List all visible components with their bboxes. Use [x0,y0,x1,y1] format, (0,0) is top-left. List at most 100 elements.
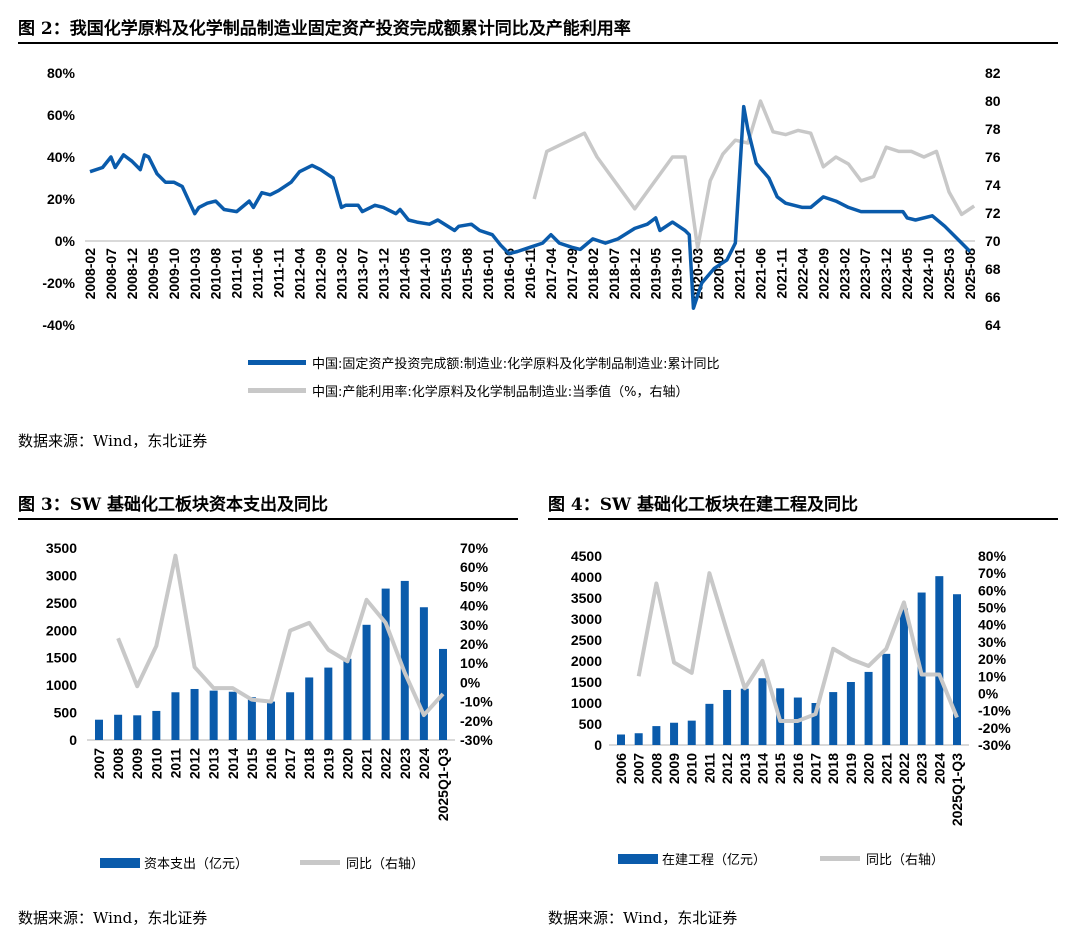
bar [953,594,961,745]
right-axis-tick: 70% [460,540,489,556]
x-axis-tick: 2020 [861,753,877,784]
right-axis-tick: 0% [460,674,481,690]
right-axis-tick: -10% [978,703,1011,719]
x-axis-tick: 2007 [631,753,647,784]
figure-3-title: 图 3：SW 基础化工板块资本支出及同比 [18,495,329,515]
bar [228,691,237,740]
legend-yoy: 同比（右轴） [820,849,944,868]
left-axis-tick: 0% [55,233,76,249]
bar [190,688,199,740]
x-axis-tick: 2024-05 [899,248,915,300]
x-axis-tick: 2010-08 [208,248,224,300]
x-axis-tick: 2022 [896,753,912,784]
yoy-line [636,571,959,723]
x-axis-tick: 2012 [719,753,735,784]
legend-swatch-blue [248,360,306,365]
investment-yoy-line [89,104,972,310]
right-axis-tick: 82 [985,65,1001,81]
x-axis-tick: 2016-01 [480,248,496,300]
right-axis-tick: 70 [985,233,1001,249]
left-axis-tick: -20% [42,275,75,291]
right-axis-tick: 40% [978,617,1007,633]
x-axis-tick: 2014 [754,753,770,784]
right-axis-tick: 10% [460,655,489,671]
bar [758,678,767,745]
x-axis-tick: 2023-02 [836,248,852,300]
right-axis-tick: 40% [460,598,489,614]
bar [670,722,679,745]
x-axis-tick: 2016 [790,753,806,784]
x-axis-tick: 2021 [878,753,894,784]
right-axis-tick: 80% [978,548,1007,564]
right-axis-tick: 30% [460,617,489,633]
x-axis-tick: 2021-11 [773,248,789,299]
bar [286,692,295,740]
title-rule [18,518,518,520]
figure-4-source: 数据来源：Wind，东北证券 [548,909,738,927]
x-axis-tick: 2009-10 [166,248,182,300]
right-axis-tick: 0% [978,685,999,701]
right-axis-tick: 20% [978,651,1007,667]
right-axis-tick: 70% [978,565,1007,581]
x-axis-tick: 2011-01 [229,248,245,299]
bar [740,688,749,745]
x-axis-tick: 2018-07 [606,248,622,300]
right-axis-tick: -10% [460,694,493,710]
capacity-utilization-line [532,99,976,250]
title-rule [18,42,1058,44]
x-axis-tick: 2012 [187,748,203,779]
bar [846,682,855,745]
bar [362,624,371,740]
x-axis-tick: 2019 [320,748,336,779]
right-axis-tick: 80 [985,93,1001,109]
left-axis-tick: 2000 [46,622,77,638]
x-axis-tick: 2012-04 [292,248,308,300]
x-axis-tick: 2018 [301,748,317,779]
x-axis-tick: 2006 [613,753,629,784]
bar [652,726,661,745]
figure-2-title: 图 2：我国化学原料及化学制品制造业固定资产投资完成额累计同比及产能利用率 [18,19,631,39]
left-axis-tick: 3000 [46,567,77,583]
bar [95,719,103,740]
bar [400,580,409,740]
right-axis-tick: 76 [985,149,1001,165]
right-axis-tick: 66 [985,289,1001,305]
right-axis-tick: 50% [460,578,489,594]
x-axis-tick: 2010-03 [187,248,203,300]
right-axis-tick: 60% [460,559,489,575]
bar [705,703,714,745]
left-axis-tick: 1000 [571,695,602,711]
left-axis-tick: 500 [579,716,603,732]
x-axis-tick: 2008-02 [82,248,98,300]
x-axis-tick: 2017-04 [543,248,559,300]
legend-label: 同比（右轴） [346,857,425,872]
x-axis-tick: 2013-12 [375,248,391,300]
x-axis-tick: 2018-12 [627,248,643,300]
x-axis-tick: 2011-11 [271,248,287,298]
x-axis-tick: 2010 [148,748,164,779]
right-axis-tick: 78 [985,121,1001,137]
bar [829,692,838,745]
bar [267,701,275,740]
bar [882,653,891,745]
x-axis-tick: 2022-04 [794,248,810,300]
x-axis-tick: 2013 [206,748,222,779]
right-axis-tick: 72 [985,205,1001,221]
x-axis-tick: 2009 [129,748,145,779]
x-axis-tick: 2014-10 [417,248,433,300]
x-axis-tick: 2008-12 [124,248,140,300]
yoy-line [116,553,445,718]
left-axis-tick: 2500 [571,632,602,648]
right-axis-tick: 50% [978,600,1007,616]
bar [634,733,643,745]
legend-investment: 中国:固定资产投资完成额:制造业:化学原料及化学制品制造业:累计同比 [248,353,720,372]
right-axis-tick: 60% [978,582,1007,598]
right-axis-tick: 10% [978,668,1007,684]
x-axis-tick: 2025Q1-Q3 [949,753,965,826]
legend-label: 中国:产能利用率:化学原料及化学制品制造业:当季值（%，右轴） [312,385,689,400]
x-axis-tick: 2022 [378,748,394,779]
left-axis-tick: -40% [42,317,75,333]
x-axis-tick: 2024 [931,753,947,784]
left-axis-tick: 60% [47,107,76,123]
